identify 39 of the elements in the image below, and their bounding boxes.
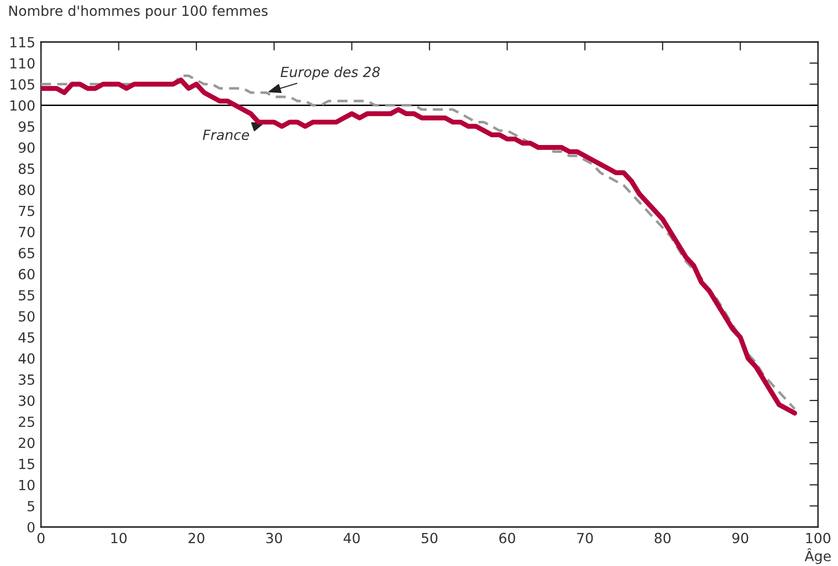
- x-tick-label: 90: [732, 532, 748, 544]
- y-tick-label: 100: [10, 100, 35, 111]
- y-tick-label: 5: [28, 501, 34, 512]
- y-tick-label: 0: [28, 522, 35, 532]
- y-tick-label: 10: [19, 480, 35, 490]
- y-tick-label: 50: [18, 311, 35, 322]
- y-tick-label: 40: [18, 353, 35, 364]
- y-tick-label: 45: [18, 332, 34, 343]
- x-tick-label: 20: [188, 532, 204, 544]
- y-tick-label: 85: [18, 163, 34, 174]
- y-tick-label: 65: [18, 248, 34, 258]
- y-tick-label: 60: [18, 268, 35, 280]
- y-tick-label: 25: [18, 416, 34, 428]
- y-axis-title: Nombre d'hommes pour 100 femmes: [9, 5, 268, 19]
- x-axis-title: Âge: [804, 548, 831, 564]
- x-tick-label: 40: [344, 532, 360, 544]
- x-tick-label: 60: [499, 532, 516, 544]
- y-tick-label: 115: [10, 37, 34, 48]
- y-tick-label: 95: [18, 121, 34, 132]
- y-tick-label: 80: [18, 184, 35, 196]
- y-tick-label: 110: [10, 58, 35, 69]
- y-tick-label: 105: [10, 79, 34, 90]
- x-tick-label: 70: [577, 532, 593, 544]
- y-tick-label: 20: [18, 438, 35, 448]
- x-tick-label: 80: [654, 532, 671, 544]
- y-tick-label: 90: [18, 142, 35, 153]
- series-label: France: [202, 130, 250, 140]
- x-tick-label: 30: [266, 532, 282, 544]
- series-label: Europe des 28: [280, 66, 380, 80]
- x-tick-label: 10: [111, 532, 127, 544]
- x-tick-label: 50: [422, 532, 438, 544]
- y-tick-label: 75: [18, 206, 34, 216]
- y-tick-label: 55: [18, 290, 34, 301]
- y-tick-label: 15: [19, 458, 34, 470]
- y-tick-label: 30: [18, 395, 35, 406]
- x-tick-label: 0: [37, 532, 44, 544]
- y-tick-label: 70: [18, 226, 35, 238]
- x-tick-label: 100: [806, 532, 830, 544]
- y-tick-label: 35: [18, 374, 34, 385]
